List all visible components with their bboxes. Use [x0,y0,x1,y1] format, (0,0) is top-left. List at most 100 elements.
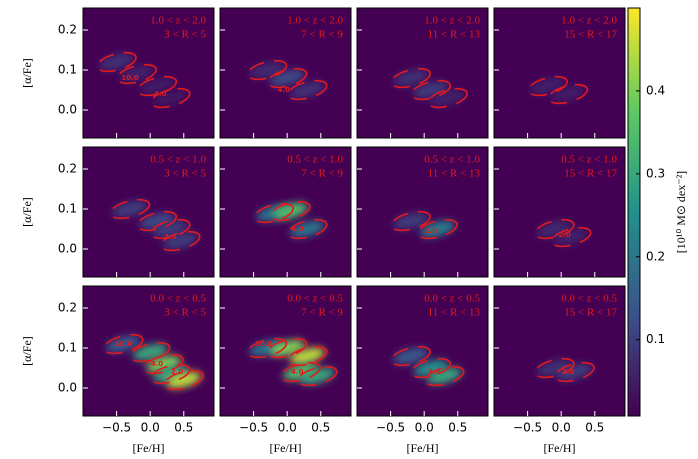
contour-line [280,361,321,383]
contour-label: 2.0 [558,231,571,239]
x-axis-label: [Fe/H] [407,441,439,455]
panel-frame [356,146,489,278]
y-axis-label: [α/Fe] [20,336,34,366]
y-tick-label: 0.2 [58,162,77,176]
panel-frame [493,146,626,278]
r-range-label: 11 < R < 13 [428,168,481,180]
contour-line [246,59,288,81]
contour-line [160,230,201,252]
density-blob [152,89,188,107]
contour-label: 10.0 [121,74,138,82]
density-blob [553,228,589,246]
contour-line [129,341,171,363]
contour-line [136,75,178,97]
contour-line [390,345,431,367]
contour-line [150,363,191,385]
contour-line [150,218,191,240]
contour-line [246,337,288,359]
contour-label: 4.0 [154,90,167,98]
density-blob [393,69,429,87]
r-range-label: 3 < R < 5 [164,307,206,319]
contour-label: 4.0 [278,86,291,94]
contour-line [390,67,431,89]
contour-line [266,67,308,89]
y-tick-label: 0.2 [58,301,77,315]
density-blob [162,232,198,250]
contour-label: 2.0 [171,368,184,376]
y-axis-label: [α/Fe] [20,58,34,88]
contour-line [116,63,157,85]
contour-line [96,51,137,73]
contour-line [163,369,204,391]
density-blob [166,371,202,389]
z-range-label: 1.0 < z < 2.0 [424,15,480,27]
density-blob [112,200,148,218]
x-tick-label: 0.5 [585,421,604,435]
x-tick-label: −0.5 [513,421,542,435]
contour-line [554,361,595,383]
x-axis-label: [Fe/H] [133,441,165,455]
x-tick-label: 0.0 [415,421,434,435]
density-blob [557,363,593,381]
contour-line [143,353,184,375]
density-blob [430,89,466,107]
density-blob [393,347,429,365]
panel-background [494,286,625,416]
panel: 2.0 [494,147,625,277]
z-range-label: 0.0 < z < 0.5 [287,293,343,305]
panel-frame [82,285,215,417]
contour-label: 4.0 [164,233,177,241]
panel: 10.0 4.0 [83,8,214,138]
r-range-label: 15 < R < 17 [564,29,617,41]
contour-line [287,79,328,101]
x-tick-label: 0.0 [552,421,571,435]
panel: 2.0 [494,286,625,416]
panel: 4.0 [220,8,351,138]
contour-label: 4.0 [151,360,164,368]
density-blob [99,53,135,71]
z-range-label: 1.0 < z < 2.0 [150,15,206,27]
density-blob [139,77,175,95]
panel-background [83,147,214,277]
y-axis-label: [α/Fe] [20,197,34,227]
z-range-label: 0.5 < z < 1.0 [561,154,617,166]
colorbar-tick-label: 0.2 [646,249,665,263]
x-tick-label: 0.5 [311,421,330,435]
panel-frame [356,7,489,139]
panel: 10.0 4.0 [220,286,351,416]
z-range-label: 1.0 < z < 2.0 [287,15,343,27]
colorbar-tick-label: 0.3 [646,166,665,180]
contour-label: 2.0 [562,368,575,376]
panel-frame [493,285,626,417]
x-tick-label: 0.5 [448,421,467,435]
contour-line [287,218,328,240]
density-blob [426,367,462,385]
contour-line [547,83,589,105]
contour-line [390,210,431,232]
panel-frame [82,7,215,139]
x-tick-label: 0.5 [174,421,193,435]
panel [357,8,488,138]
density-blob [289,220,325,238]
contour-line [297,365,338,387]
contour-line [424,365,465,387]
x-tick-label: 0.0 [141,421,160,435]
panel-frame [219,7,352,139]
y-tick-label: 0.0 [58,103,77,117]
x-tick-label: 0.0 [278,421,297,435]
colorbar [627,7,641,417]
contour-line [109,198,151,220]
contour-line [534,357,575,379]
density-blob [420,220,456,238]
contour-line [266,337,308,359]
panel-frame [82,146,215,278]
contour-line [103,333,144,355]
z-range-label: 0.5 < z < 1.0 [150,154,206,166]
panel-background [494,8,625,138]
y-tick-label: 0.1 [58,341,77,355]
contour-label: 2.0 [428,368,441,376]
contour-line [136,210,178,232]
y-tick-label: 0.1 [58,202,77,216]
contour-line [527,75,568,97]
